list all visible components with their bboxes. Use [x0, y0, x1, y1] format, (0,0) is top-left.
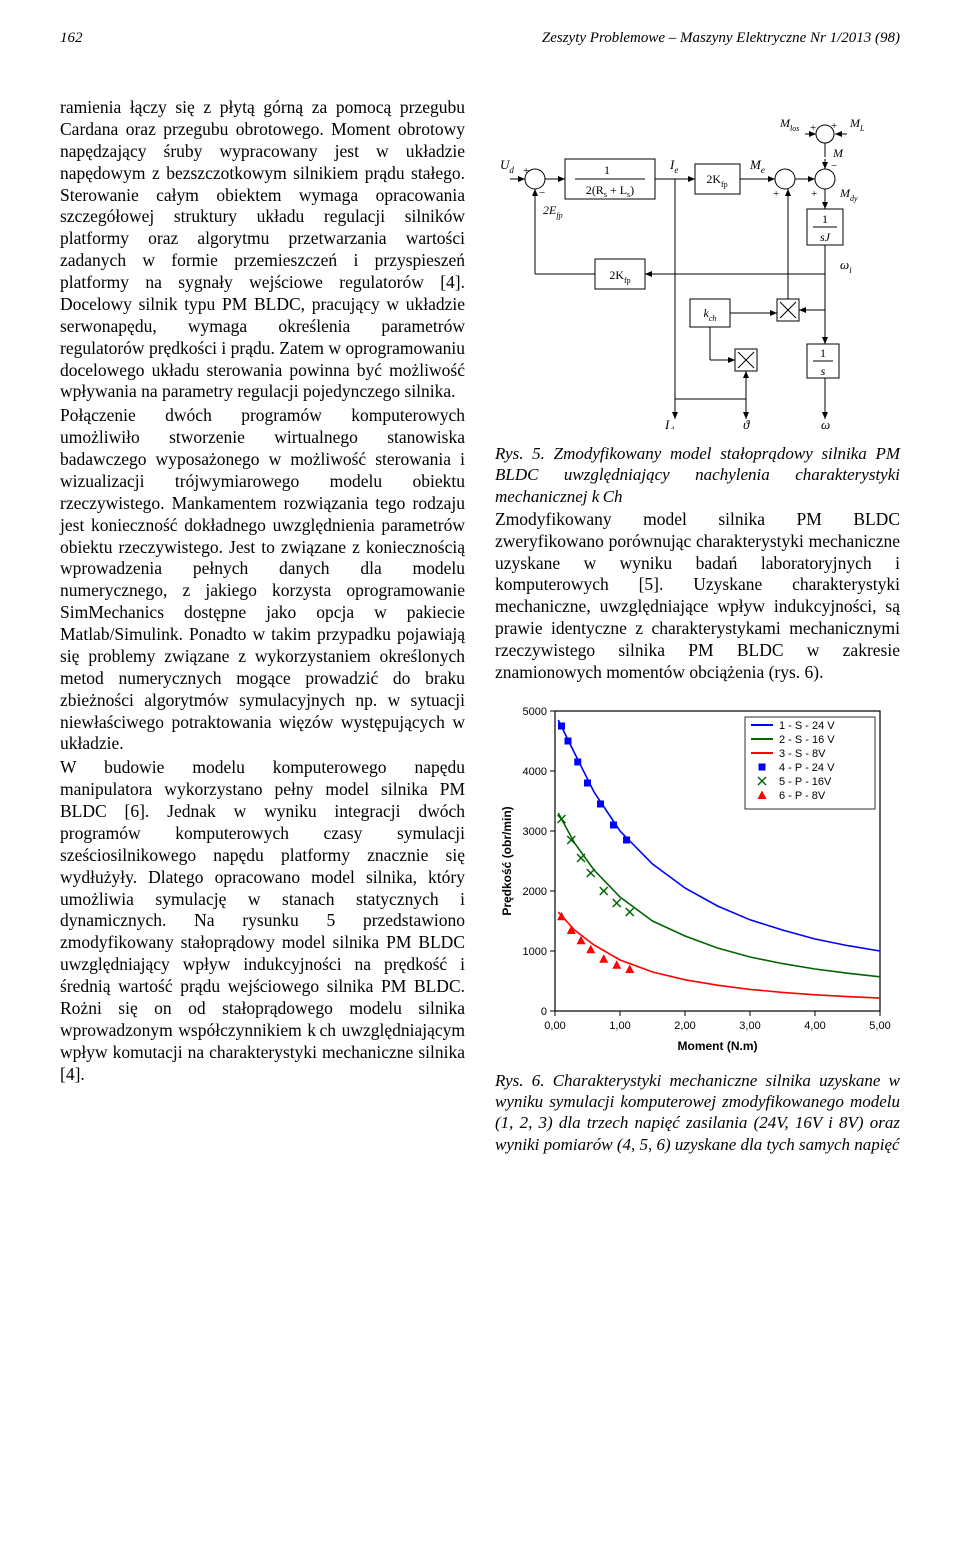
svg-text:Id: Id: [664, 417, 674, 429]
chart-svg: 0 1000 2000 3000 4000 5000 0,00 1,00 2,00 3,00 4,0…: [495, 696, 895, 1056]
right-para-1: Zmodyfikowany model silnika PM BLDC zwer…: [495, 509, 900, 684]
svg-text:0,00: 0,00: [544, 1020, 565, 1032]
svg-text:Mlos: Mlos: [779, 116, 799, 133]
figure-5-caption: Rys. 5. Zmodyfikowany model stałoprądowy…: [495, 443, 900, 507]
figure-6-caption-body: Charakterystyki mechaniczne silnika uzys…: [495, 1071, 900, 1154]
svg-text:−: −: [539, 187, 545, 199]
left-para-1: ramienia łączy się z płytą górną za pomo…: [60, 97, 465, 403]
svg-text:1: 1: [820, 346, 826, 360]
svg-text:5,00: 5,00: [869, 1020, 890, 1032]
svg-text:4,00: 4,00: [804, 1020, 825, 1032]
left-column: ramienia łączy się z płytą górną za pomo…: [60, 97, 465, 1157]
svg-text:Mdy: Mdy: [839, 186, 858, 203]
svg-text:+: +: [811, 188, 817, 200]
svg-text:Ud: Ud: [500, 157, 514, 175]
right-column: + − Ud 1 2(Rs + Ls) Ie: [495, 97, 900, 1157]
page-number: 162: [60, 30, 83, 47]
svg-text:4 - P - 24 V: 4 - P - 24 V: [779, 762, 835, 774]
svg-text:1,00: 1,00: [609, 1020, 630, 1032]
svg-text:+: +: [773, 188, 779, 200]
svg-text:Ie: Ie: [669, 157, 678, 175]
svg-text:5 - P - 16V: 5 - P - 16V: [779, 776, 832, 788]
figure-6: 0 1000 2000 3000 4000 5000 0,00 1,00 2,00 3,00 4,0…: [495, 696, 900, 1056]
svg-text:3,00: 3,00: [739, 1020, 760, 1032]
svg-text:s: s: [821, 364, 826, 378]
svg-text:ML: ML: [849, 116, 865, 133]
svg-text:1: 1: [604, 163, 610, 177]
left-para-3: W budowie modelu komputerowego napędu ma…: [60, 757, 465, 1085]
svg-text:1: 1: [822, 212, 828, 226]
svg-text:Me: Me: [749, 157, 765, 175]
svg-text:1 - S - 24 V: 1 - S - 24 V: [779, 720, 835, 732]
figure-5-label: Rys. 5.: [495, 444, 545, 463]
svg-text:3 - S - 8V: 3 - S - 8V: [779, 748, 826, 760]
svg-text:5000: 5000: [523, 706, 547, 718]
journal-title: Zeszyty Problemowe – Maszyny Elektryczne…: [542, 30, 900, 47]
svg-text:Moment (N.m): Moment (N.m): [678, 1039, 758, 1053]
svg-text:6 - P - 8V: 6 - P - 8V: [779, 790, 826, 802]
page-header: 162 Zeszyty Problemowe – Maszyny Elektry…: [60, 30, 900, 47]
svg-text:Prędkość (obr/min): Prędkość (obr/min): [500, 806, 514, 915]
svg-text:0: 0: [541, 1006, 547, 1018]
svg-text:−: −: [831, 160, 837, 172]
figure-6-caption: Rys. 6. Charakterystyki mechaniczne siln…: [495, 1070, 900, 1155]
svg-text:ω: ω: [821, 417, 830, 429]
svg-text:+: +: [810, 122, 816, 134]
svg-text:2 - S - 16 V: 2 - S - 16 V: [779, 734, 835, 746]
svg-text:ωi: ωi: [840, 257, 852, 275]
svg-text:4000: 4000: [523, 766, 547, 778]
figure-5: + − Ud 1 2(Rs + Ls) Ie: [495, 109, 900, 429]
svg-text:2(Rs + Ls): 2(Rs + Ls): [586, 183, 634, 199]
block-diagram-svg: + − Ud 1 2(Rs + Ls) Ie: [495, 109, 895, 429]
figure-5-caption-body: Zmodyfikowany model stałoprądowy silnika…: [495, 444, 900, 506]
svg-text:ϑ: ϑ: [743, 417, 750, 429]
svg-text:M: M: [832, 146, 844, 160]
svg-text:3000: 3000: [523, 826, 547, 838]
svg-text:+: +: [831, 120, 837, 132]
svg-text:1000: 1000: [523, 946, 547, 958]
svg-text:2,00: 2,00: [674, 1020, 695, 1032]
svg-text:sJ: sJ: [820, 230, 831, 244]
figure-6-label: Rys. 6.: [495, 1071, 544, 1090]
left-para-2: Połączenie dwóch programów komputerowych…: [60, 405, 465, 755]
svg-text:2Efp: 2Efp: [543, 203, 563, 220]
svg-text:+: +: [523, 165, 529, 177]
svg-text:2000: 2000: [523, 886, 547, 898]
